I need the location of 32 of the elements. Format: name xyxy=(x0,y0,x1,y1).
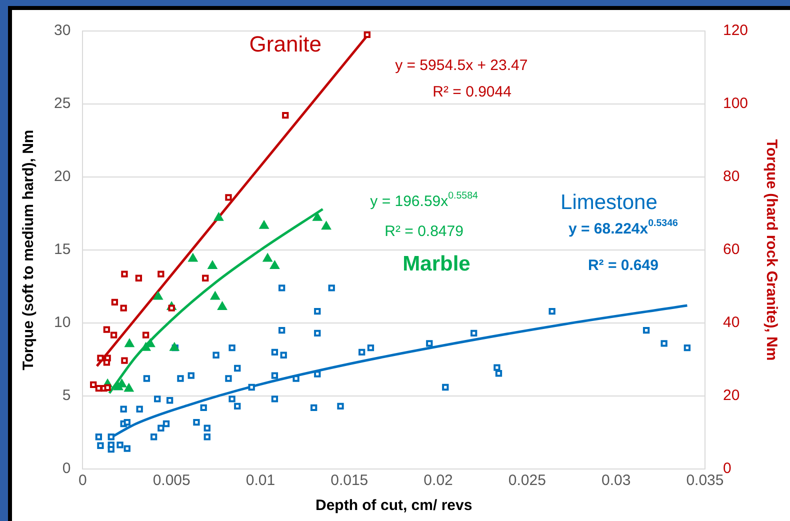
y-axis-title: Torque (soft to medium hard), Nm xyxy=(20,130,38,370)
x-tick-label: 0.02 xyxy=(424,472,453,490)
annotation: R² = 0.9044 xyxy=(432,83,512,100)
annotation: R² = 0.649 xyxy=(588,257,658,274)
y-tick-label: 5 xyxy=(62,387,71,404)
text: Marble xyxy=(402,252,470,276)
y-tick-label: 10 xyxy=(54,314,71,332)
y2-tick-label: 0 xyxy=(722,460,732,478)
y-tick-label: 0 xyxy=(62,460,71,478)
x-tick-label: 0.025 xyxy=(508,472,546,490)
y2-tick-label: 40 xyxy=(722,314,740,332)
x-tick-label: 0.035 xyxy=(686,472,724,490)
x-tick-label: 0.01 xyxy=(246,472,276,490)
y2-tick-label: 120 xyxy=(722,22,748,40)
x-tick-label: 0 xyxy=(78,472,87,490)
x-tick-label: 0.03 xyxy=(601,472,631,490)
annotation: y = 5954.5x + 23.47 xyxy=(395,57,528,74)
y2-tick-label: 80 xyxy=(722,168,740,186)
x-tick-label: 0.005 xyxy=(152,472,190,490)
series-label: Granite xyxy=(249,32,322,57)
x-tick-label: 0.015 xyxy=(330,472,368,490)
annotation: R² = 0.8479 xyxy=(384,222,464,240)
y-tick-label: 25 xyxy=(54,95,71,112)
y2-axis-title: Torque (hard rock Granite), Nm xyxy=(762,139,780,361)
y2-tick-label: 60 xyxy=(722,241,740,258)
text: Limestone xyxy=(560,191,658,214)
y2-tick-label: 20 xyxy=(722,387,740,404)
y-tick-label: 15 xyxy=(54,241,71,258)
y-tick-label: 30 xyxy=(54,22,71,40)
y-tick-label: 20 xyxy=(54,168,71,186)
y2-tick-label: 100 xyxy=(722,95,748,112)
x-axis-title: Depth of cut, cm/ revs xyxy=(315,497,472,514)
